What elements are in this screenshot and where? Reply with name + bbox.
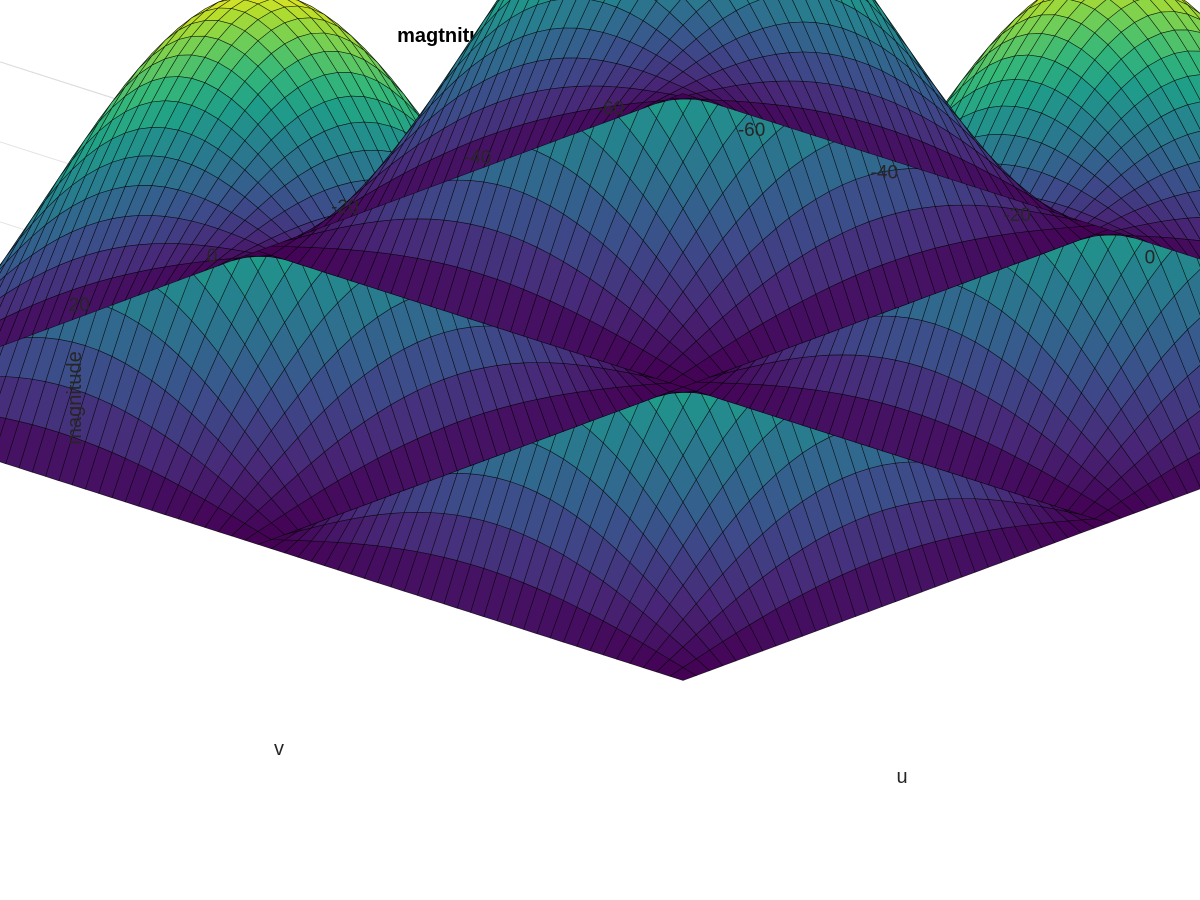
y-tick-label: -40 <box>464 148 491 169</box>
y-tick-label: 20 <box>69 295 90 316</box>
x-tick-label: -60 <box>738 120 765 141</box>
y-tick-label: 0 <box>207 246 218 267</box>
x-tick-label: -20 <box>1003 205 1030 226</box>
y-tick-label: -20 <box>331 197 358 218</box>
y-tick-label: -60 <box>597 98 624 119</box>
x-tick-label: 0 <box>1145 248 1156 269</box>
x-axis-label: u <box>896 766 907 788</box>
x-tick-label: -40 <box>871 163 898 184</box>
y-axis-label: v <box>274 738 284 760</box>
z-axis-label: magnitude <box>64 351 86 444</box>
